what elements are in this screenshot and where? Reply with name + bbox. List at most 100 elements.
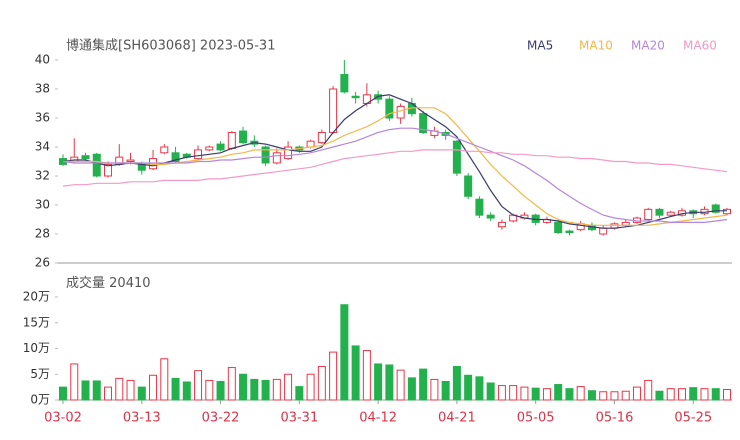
volume-bar (464, 374, 473, 401)
candle-body (205, 146, 214, 151)
candle-body (261, 146, 270, 164)
candle-body (92, 153, 101, 177)
y-tick-label: 20万 (23, 290, 50, 304)
y-tick-label: 32 (35, 169, 50, 183)
volume-bar (239, 373, 248, 401)
x-tick-label: 03-02 (44, 411, 82, 426)
x-tick-label: 05-25 (674, 411, 712, 426)
volume-bar (362, 350, 371, 401)
volume-bar (149, 374, 158, 401)
x-tick-label: 04-21 (438, 411, 476, 426)
candle-body (464, 175, 473, 197)
candle-body (644, 208, 653, 221)
volume-bar (711, 388, 720, 401)
legend-label: MA10 (579, 39, 613, 53)
volume-bar (430, 378, 439, 401)
volume-bar (216, 380, 225, 401)
volume-bar (59, 386, 67, 401)
volume-bar (486, 382, 495, 401)
legend-label: MA5 (527, 39, 553, 53)
volume-bar (542, 388, 551, 401)
candle-body (227, 132, 236, 149)
volume-bar (205, 379, 214, 401)
candle-body (655, 208, 664, 216)
volume-bar (509, 385, 518, 401)
candle-body (565, 230, 574, 234)
volume-bar (565, 388, 574, 401)
y-tick-label: 10万 (23, 341, 50, 355)
candle-body (239, 130, 248, 144)
x-tick-label: 04-12 (359, 411, 397, 426)
volume-bar (655, 390, 664, 401)
volume-bar (407, 377, 416, 401)
x-tick-label: 03-31 (280, 411, 318, 426)
volume-bar (497, 385, 506, 401)
candle-body (419, 113, 428, 134)
candle-body (385, 98, 394, 119)
y-tick-label: 28 (35, 227, 50, 241)
candle-body (396, 105, 405, 119)
volume-bar (284, 373, 293, 401)
candle-body (171, 152, 180, 163)
volume-bar (385, 364, 394, 401)
y-tick-label: 15万 (23, 315, 50, 329)
volume-bar (227, 367, 236, 401)
volume-bar (329, 351, 338, 401)
volume-bar (441, 380, 450, 401)
candle-body (317, 132, 326, 144)
volume-bar (632, 386, 641, 401)
volume-bar (70, 363, 79, 401)
candle-body (497, 221, 506, 228)
volume-bar (295, 386, 304, 401)
y-tick-label: 26 (35, 256, 50, 270)
volume-bar (317, 366, 326, 401)
x-tick-label: 03-22 (202, 411, 240, 426)
candle-body (475, 198, 484, 216)
volume-bar (610, 391, 619, 401)
volume-title: 成交量 20410 (66, 275, 151, 291)
volume-bar (115, 377, 124, 401)
y-tick-label: 5万 (30, 367, 50, 381)
y-tick-label: 36 (35, 111, 50, 125)
volume-title-label: 成交量 (66, 275, 105, 291)
x-tick-label: 03-13 (123, 411, 161, 426)
volume-latest: 20410 (109, 276, 150, 291)
volume-bar (351, 345, 360, 401)
volume-bar (160, 358, 169, 401)
candle-body (272, 152, 281, 164)
volume-bar (171, 377, 180, 401)
volume-bar (587, 390, 596, 401)
y-tick-label: 40 (35, 53, 50, 67)
volume-bar (689, 387, 698, 401)
volume-bar (452, 366, 461, 401)
y-tick-label: 34 (35, 140, 50, 154)
volume-bar (666, 388, 675, 401)
candle-body (126, 159, 135, 163)
candle-body (340, 74, 349, 93)
volume-bar (182, 381, 191, 401)
legend-label: MA20 (631, 39, 665, 53)
ma-line (62, 149, 728, 187)
volume-bar (576, 386, 585, 401)
candle-body (160, 146, 169, 154)
volume-bar (677, 388, 686, 401)
volume-bar (306, 373, 315, 401)
volume-bar (104, 386, 113, 401)
ma-line (63, 107, 728, 226)
candle-body (216, 143, 225, 151)
candle-body (666, 211, 675, 216)
legend-label: MA60 (683, 39, 717, 53)
volume-bar (340, 304, 349, 401)
volume-bar (599, 391, 608, 401)
volume-bar (92, 380, 101, 401)
candle-body (554, 221, 563, 234)
volume-bar (644, 379, 653, 401)
volume-bar (700, 388, 709, 401)
volume-bar (250, 378, 259, 401)
y-tick-label: 30 (35, 198, 50, 212)
volume-bar (396, 369, 405, 401)
candle-body (329, 88, 338, 133)
chart-title: 博通集成[SH603068] 2023-05-31 (66, 38, 275, 54)
volume-bar (194, 370, 203, 401)
